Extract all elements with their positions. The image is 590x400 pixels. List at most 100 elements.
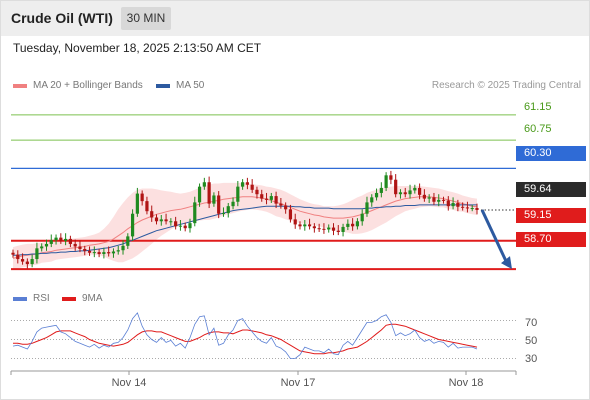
bollinger-band [13, 182, 477, 270]
candle-body [20, 259, 25, 262]
candle-body [64, 238, 68, 241]
candle-body [470, 208, 474, 210]
ma20-line [12, 196, 478, 259]
legend-ma20-label: MA 20 + Bollinger Bands [33, 80, 143, 91]
timeframe-button[interactable]: 30 MIN [121, 7, 171, 30]
rsi-line [12, 312, 478, 359]
candle-body [322, 228, 326, 230]
candle-body [78, 246, 82, 249]
candle-body [92, 252, 96, 254]
legend-9ma-label: 9MA [82, 293, 103, 304]
rsi-axis-30: 30 [525, 353, 538, 365]
ma50-swatch [156, 83, 170, 88]
candle-body [236, 186, 240, 202]
candle-body [355, 221, 360, 227]
candle-body [73, 243, 77, 247]
candle-body [250, 184, 254, 190]
candle-body [284, 205, 288, 210]
candle-body [465, 207, 470, 209]
candle-body [307, 224, 312, 227]
ma9-swatch [62, 296, 76, 301]
candle-body [422, 194, 426, 199]
candle-body [264, 198, 269, 200]
candle-body [83, 248, 87, 251]
x-label-nov-14: Nov 14 [111, 377, 147, 389]
candle-body [456, 203, 460, 207]
level-label-60-30: 60.30 [516, 146, 586, 161]
candle-body [403, 192, 407, 195]
candle-body [116, 250, 120, 252]
candle-body [432, 197, 436, 202]
candle-body [451, 203, 455, 207]
candle-body [317, 228, 321, 230]
candle-body [174, 221, 178, 227]
candle-body [269, 196, 273, 200]
candle-body [212, 195, 216, 204]
candle-body [35, 248, 39, 260]
legend-9ma: 9MA [62, 293, 103, 304]
candle-body [241, 182, 245, 187]
candle-body [255, 189, 259, 195]
candle-body [408, 190, 412, 195]
candle-body [384, 175, 388, 188]
candle-body [59, 237, 63, 241]
candle-body [374, 192, 379, 198]
candle-body [16, 254, 20, 260]
candle-body [135, 193, 139, 214]
candle-body [360, 213, 364, 222]
candle-body [44, 243, 49, 247]
candle-body [221, 213, 226, 215]
x-label-nov-17: Nov 17 [280, 377, 316, 389]
candle-body [398, 192, 403, 195]
forecast-arrow-shaft [480, 209, 508, 262]
candle-body [427, 197, 431, 199]
candle-body [288, 209, 293, 220]
legend-ma50: MA 50 [156, 80, 204, 91]
candle-body [346, 223, 350, 227]
candle-body [446, 200, 450, 207]
candle-body [327, 227, 331, 230]
candle-body [207, 182, 211, 204]
candle-body [111, 251, 116, 254]
candle-body [231, 201, 235, 207]
candle-body [394, 179, 398, 195]
candle-body [303, 224, 307, 227]
candle-body [87, 250, 92, 253]
legend-rsi: RSI [13, 293, 50, 304]
candle-body [298, 224, 302, 227]
candle-body [121, 245, 125, 251]
candle-body [336, 230, 340, 232]
candle-body [437, 199, 441, 202]
candle-body [30, 259, 34, 265]
forecast-arrow-head [501, 256, 512, 270]
candle-body [312, 226, 316, 229]
candle-body [97, 252, 101, 255]
rsi-axis-70: 70 [525, 317, 538, 329]
candle-body [130, 213, 135, 237]
candle-body [159, 219, 163, 222]
candle-body [40, 246, 44, 249]
legend-ma50-label: MA 50 [176, 80, 205, 91]
candle-body [389, 175, 393, 180]
candle-body [102, 252, 106, 255]
x-label-nov-18: Nov 18 [448, 377, 484, 389]
candle-body [126, 236, 130, 246]
candle-body [164, 219, 168, 222]
candle-body [365, 202, 369, 214]
legend-ma20: MA 20 + Bollinger Bands [13, 80, 143, 91]
candle-body [279, 203, 283, 206]
candle-body [370, 197, 374, 203]
level-label-60-75: 60.75 [524, 123, 552, 135]
candle-body [140, 193, 144, 202]
last-price-label: 59.64 [516, 182, 586, 197]
header-bar: Crude Oil (WTI) 30 MIN [0, 0, 590, 36]
rsi-ma9-line [13, 323, 478, 355]
candle-body [11, 252, 15, 255]
candle-body [245, 182, 249, 185]
candle-body [145, 201, 149, 212]
legend-rsi-label: RSI [33, 293, 50, 304]
instrument-title: Crude Oil (WTI) [11, 10, 113, 26]
candle-body [351, 223, 355, 227]
candle-body [178, 225, 183, 227]
